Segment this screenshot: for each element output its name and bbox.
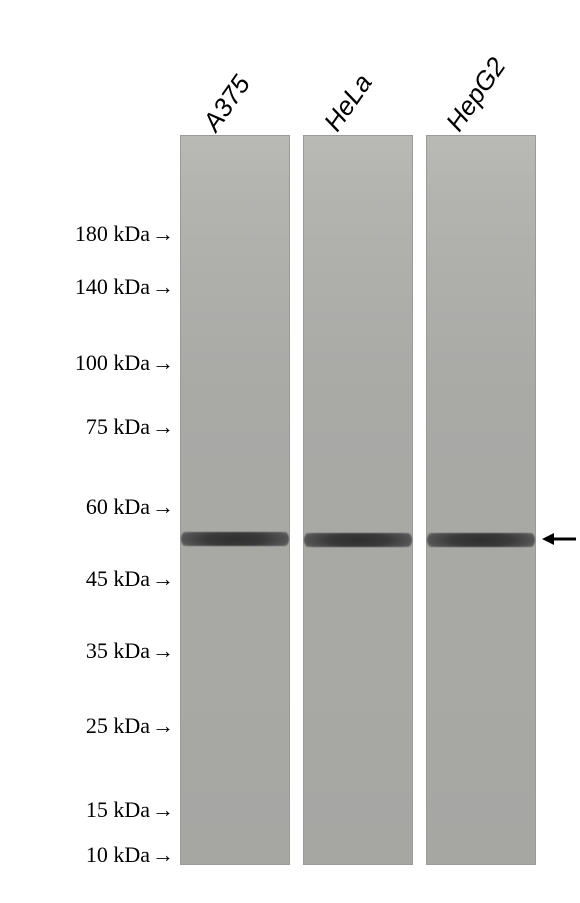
- marker-label: 25 kDa: [86, 713, 150, 738]
- band-hepg2: [427, 533, 535, 547]
- marker-label: 45 kDa: [86, 566, 150, 591]
- arrow-icon: →: [152, 797, 174, 823]
- arrow-icon: →: [152, 274, 174, 300]
- marker-100: 100 kDa→: [0, 350, 174, 376]
- blot-stage: WWW.PTGLAB.COM 180 kDa→ 140 kDa→ 100 kDa…: [0, 0, 580, 903]
- marker-60: 60 kDa→: [0, 494, 174, 520]
- marker-label: 180 kDa: [75, 221, 150, 246]
- lane-label-1: A375: [197, 69, 257, 137]
- arrow-icon: →: [152, 221, 174, 247]
- lane-label-2: HeLa: [318, 68, 379, 137]
- marker-140: 140 kDa→: [0, 274, 174, 300]
- arrow-icon: →: [152, 414, 174, 440]
- band-a375: [181, 532, 289, 546]
- lane-label-3: HepG2: [440, 52, 513, 137]
- band-pointer-arrow-icon: [542, 530, 576, 548]
- marker-180: 180 kDa→: [0, 221, 174, 247]
- marker-label: 15 kDa: [86, 797, 150, 822]
- marker-label: 140 kDa: [75, 274, 150, 299]
- marker-15: 15 kDa→: [0, 797, 174, 823]
- watermark-text: WWW.PTGLAB.COM: [1, 110, 70, 781]
- arrow-icon: →: [152, 638, 174, 664]
- marker-45: 45 kDa→: [0, 566, 174, 592]
- arrow-icon: →: [152, 494, 174, 520]
- band-hela: [304, 533, 412, 547]
- arrow-icon: →: [152, 713, 174, 739]
- arrow-icon: →: [152, 350, 174, 376]
- arrow-icon: →: [152, 566, 174, 592]
- marker-25: 25 kDa→: [0, 713, 174, 739]
- marker-10: 10 kDa→: [0, 842, 174, 868]
- marker-label: 75 kDa: [86, 414, 150, 439]
- lane-hela: [303, 135, 413, 865]
- marker-75: 75 kDa→: [0, 414, 174, 440]
- marker-label: 10 kDa: [86, 842, 150, 867]
- arrow-icon: →: [152, 842, 174, 868]
- lane-a375: [180, 135, 290, 865]
- marker-label: 35 kDa: [86, 638, 150, 663]
- marker-label: 60 kDa: [86, 494, 150, 519]
- marker-35: 35 kDa→: [0, 638, 174, 664]
- lane-hepg2: [426, 135, 536, 865]
- marker-label: 100 kDa: [75, 350, 150, 375]
